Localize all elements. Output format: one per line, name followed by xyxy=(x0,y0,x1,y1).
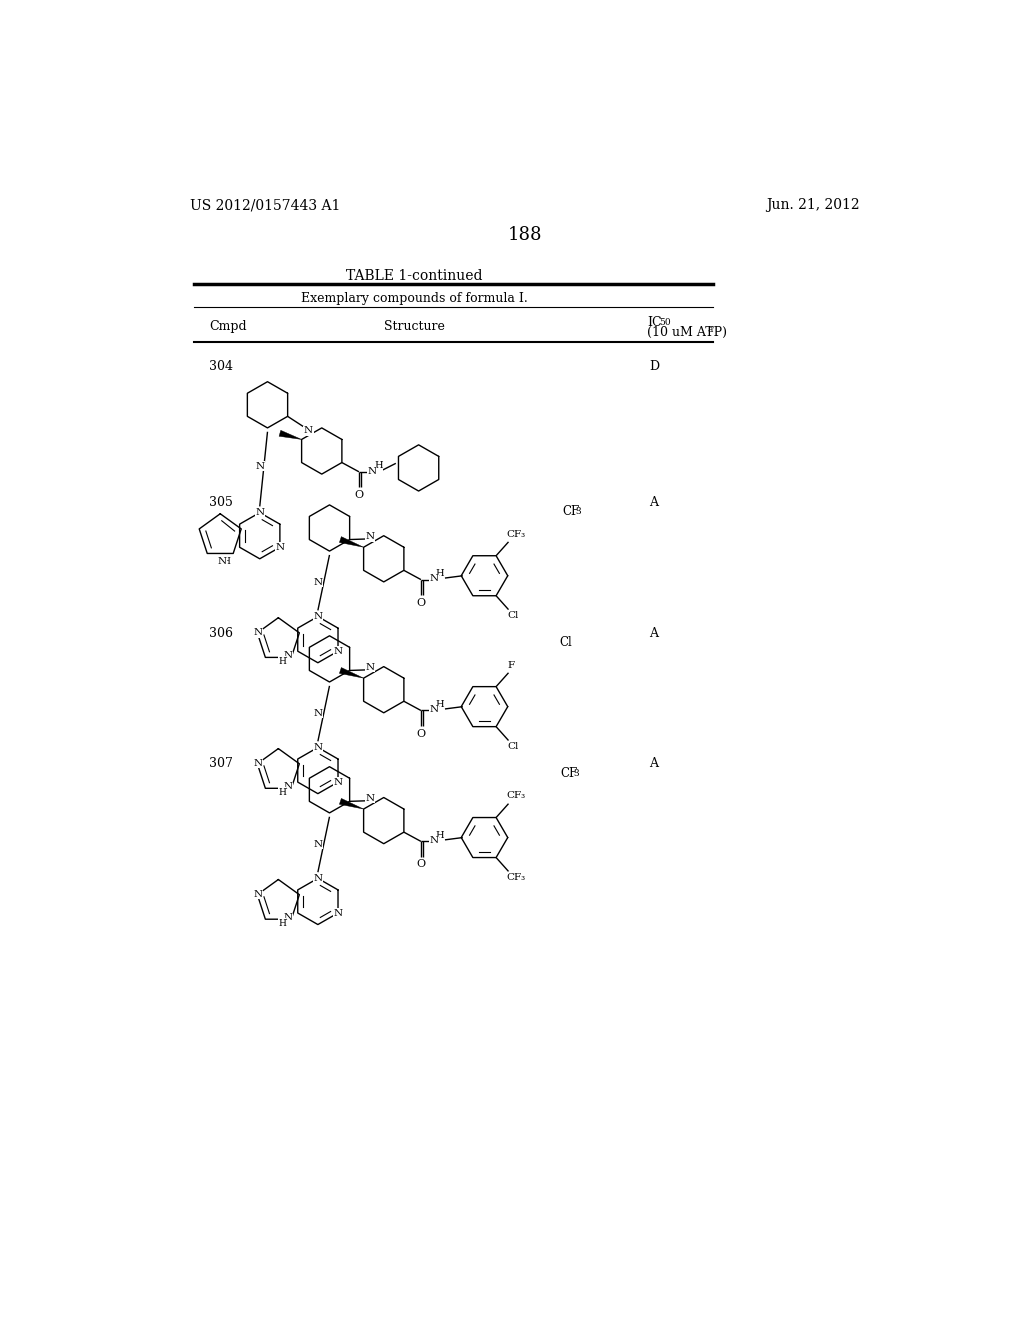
Text: N: N xyxy=(313,709,323,718)
Text: H: H xyxy=(374,461,383,470)
Text: Structure: Structure xyxy=(384,321,445,333)
Polygon shape xyxy=(339,799,364,809)
Text: O: O xyxy=(417,729,426,739)
Text: 305: 305 xyxy=(209,496,233,508)
Text: 188: 188 xyxy=(508,226,542,244)
Text: N: N xyxy=(253,628,262,638)
Text: A: A xyxy=(649,627,657,640)
Text: N: N xyxy=(275,543,285,552)
Text: N: N xyxy=(334,647,343,656)
Text: CF₃: CF₃ xyxy=(506,792,525,800)
Text: N: N xyxy=(334,777,343,787)
Text: US 2012/0157443 A1: US 2012/0157443 A1 xyxy=(190,198,340,213)
Text: H: H xyxy=(279,657,286,665)
Text: A: A xyxy=(649,758,657,771)
Text: O: O xyxy=(354,490,364,500)
Text: O: O xyxy=(417,598,426,607)
Text: 3: 3 xyxy=(575,507,581,516)
Text: N: N xyxy=(313,840,323,849)
Text: H: H xyxy=(222,557,230,566)
Text: O: O xyxy=(417,859,426,870)
Text: N: N xyxy=(366,532,375,541)
Polygon shape xyxy=(280,430,302,440)
Text: H: H xyxy=(279,919,286,928)
Text: Exemplary compounds of formula I.: Exemplary compounds of formula I. xyxy=(301,292,528,305)
Text: 3: 3 xyxy=(573,770,580,777)
Text: IC: IC xyxy=(647,317,662,329)
Text: H: H xyxy=(279,788,286,797)
Text: A: A xyxy=(649,496,657,508)
Text: Cl: Cl xyxy=(560,636,572,649)
Text: CF: CF xyxy=(562,506,580,517)
Text: D: D xyxy=(649,360,658,374)
Text: N: N xyxy=(366,793,375,803)
Text: N: N xyxy=(253,890,262,899)
Text: N: N xyxy=(253,759,262,768)
Text: N: N xyxy=(217,557,226,566)
Text: a: a xyxy=(708,326,713,334)
Text: N: N xyxy=(313,612,323,620)
Text: (10 uM ATP): (10 uM ATP) xyxy=(647,326,727,339)
Text: N: N xyxy=(313,743,323,752)
Text: N: N xyxy=(313,578,323,587)
Text: 304: 304 xyxy=(209,360,233,374)
Text: Jun. 21, 2012: Jun. 21, 2012 xyxy=(766,198,859,213)
Polygon shape xyxy=(339,537,364,548)
Text: N: N xyxy=(366,663,375,672)
Text: H: H xyxy=(435,569,443,578)
Text: N: N xyxy=(313,874,323,883)
Text: N: N xyxy=(284,783,293,791)
Text: H: H xyxy=(435,830,443,840)
Text: N: N xyxy=(429,836,438,845)
Text: N: N xyxy=(284,651,293,660)
Text: CF: CF xyxy=(560,767,578,780)
Text: N: N xyxy=(368,467,377,477)
Text: 306: 306 xyxy=(209,627,233,640)
Polygon shape xyxy=(339,668,364,678)
Text: N: N xyxy=(334,908,343,917)
Text: N: N xyxy=(284,913,293,923)
Text: N: N xyxy=(255,462,264,471)
Text: 50: 50 xyxy=(659,318,672,327)
Text: H: H xyxy=(435,700,443,709)
Text: Cl: Cl xyxy=(508,742,519,751)
Text: CF₃: CF₃ xyxy=(506,873,525,882)
Text: N: N xyxy=(255,508,264,517)
Text: Cl: Cl xyxy=(508,611,519,620)
Text: TABLE 1-continued: TABLE 1-continued xyxy=(346,268,483,282)
Text: N: N xyxy=(429,574,438,583)
Text: CF₃: CF₃ xyxy=(506,529,525,539)
Text: F: F xyxy=(507,660,514,669)
Text: N: N xyxy=(429,705,438,714)
Text: 307: 307 xyxy=(209,758,233,771)
Text: N: N xyxy=(304,426,313,436)
Text: Cmpd: Cmpd xyxy=(209,321,247,333)
